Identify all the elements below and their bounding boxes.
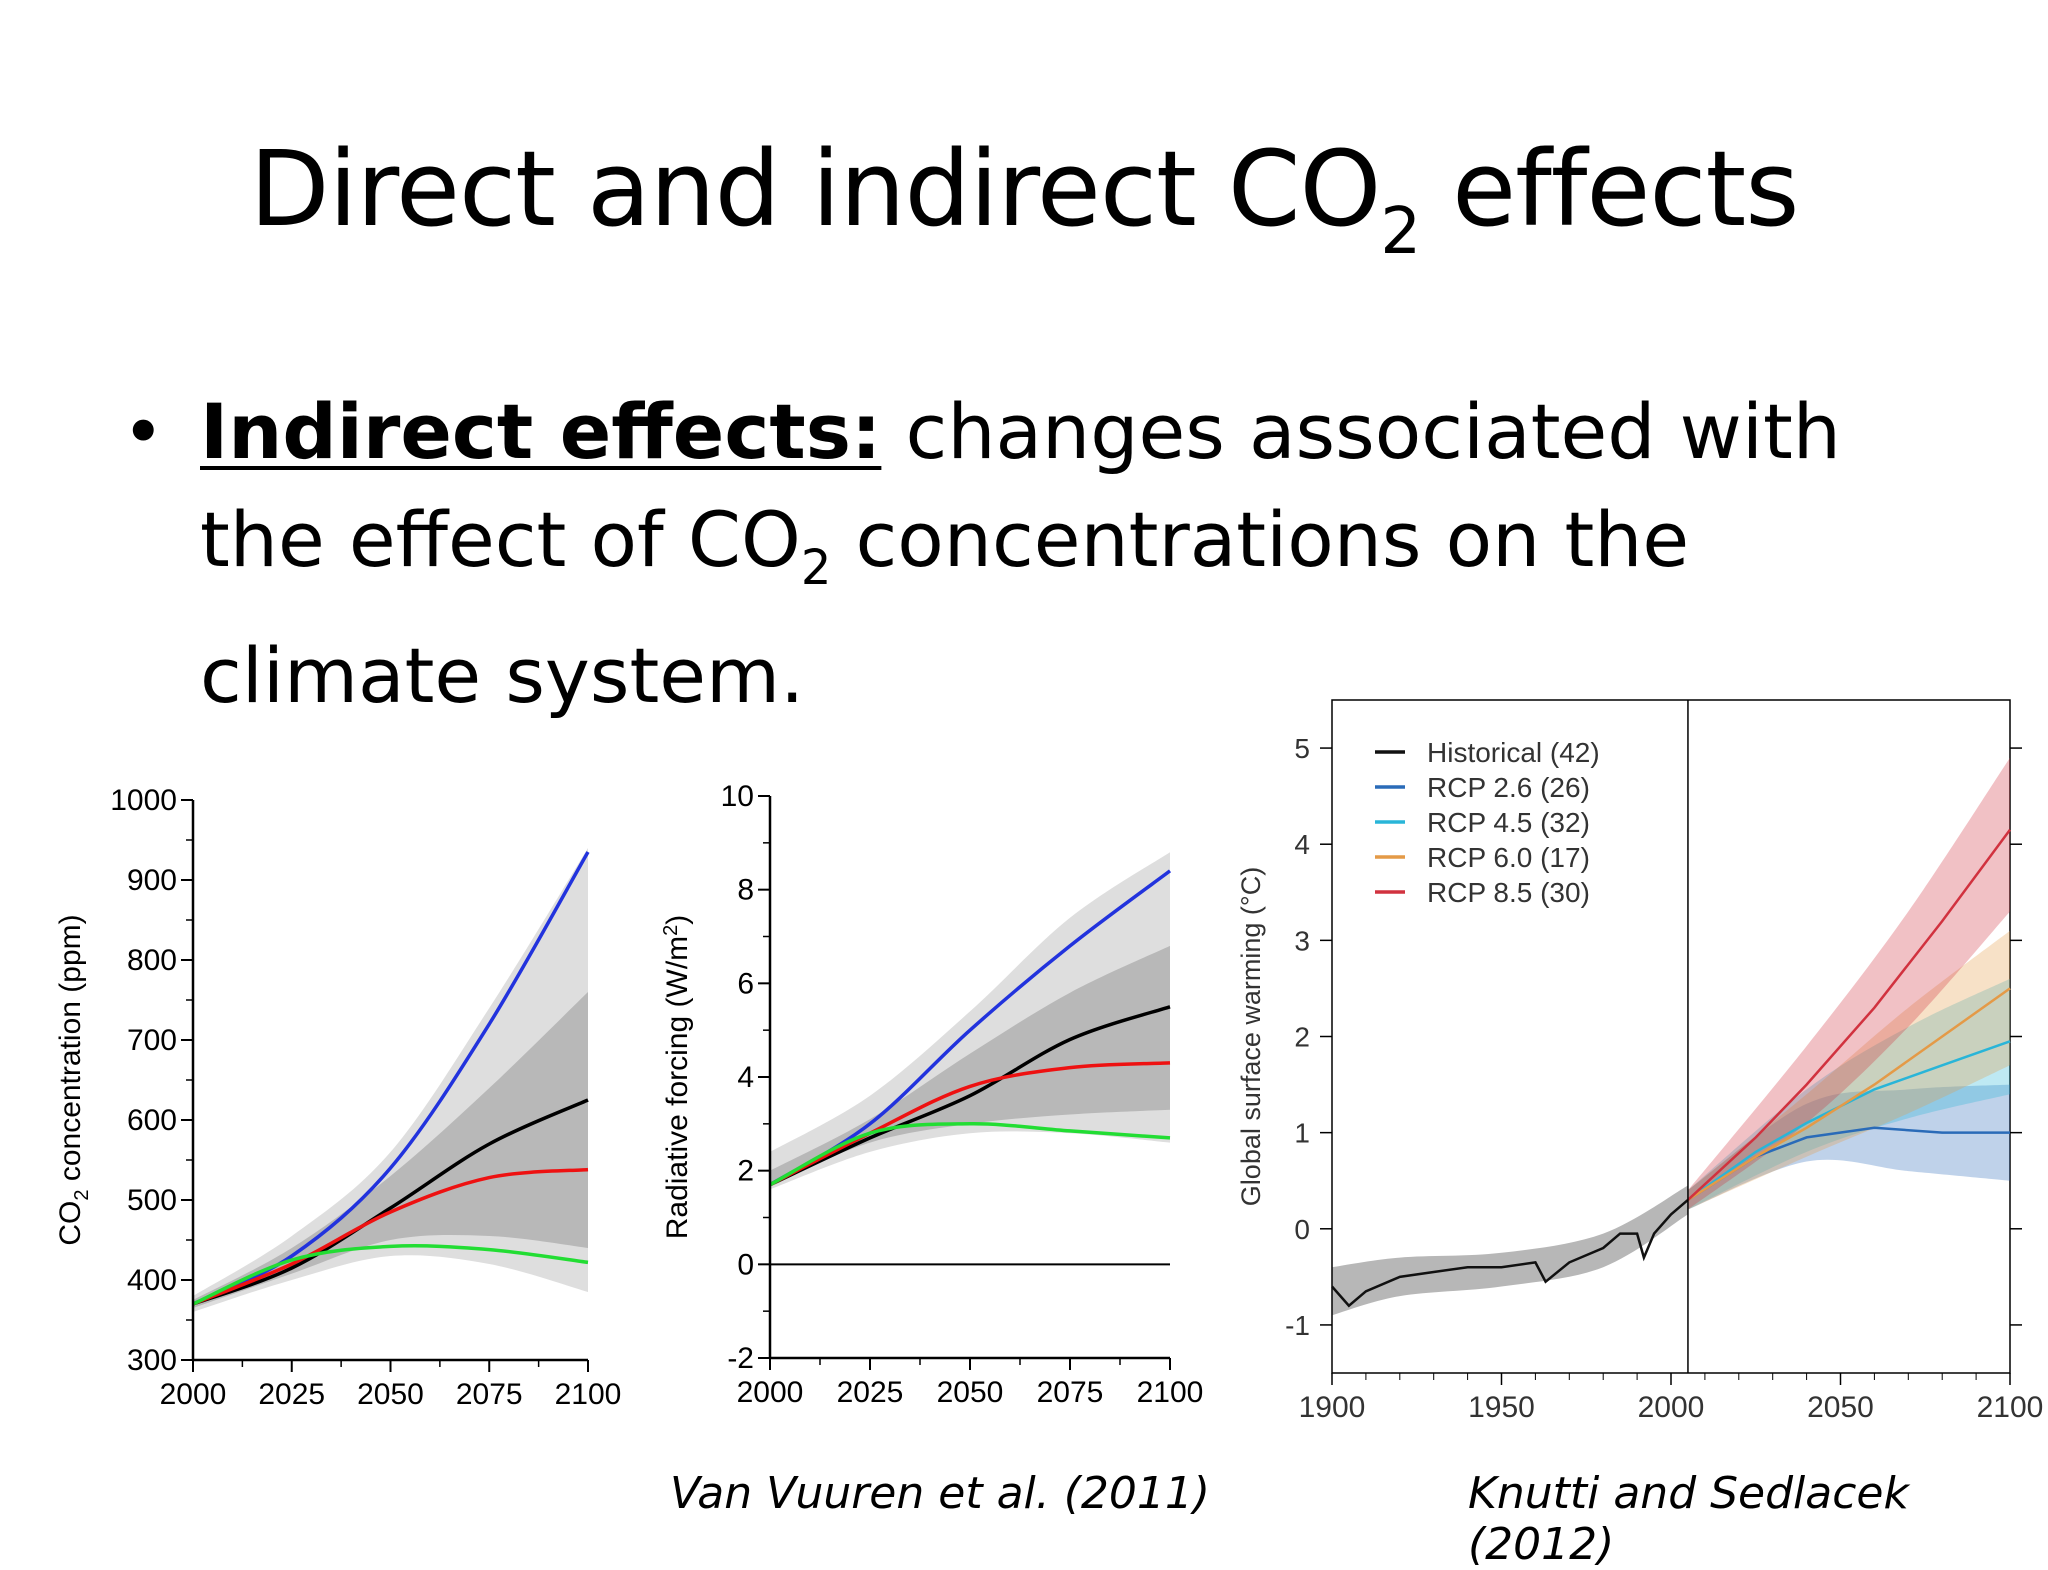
warming-x-tick-label: 1900 [1299, 1391, 1366, 1424]
rf-y-tick-label: 0 [737, 1248, 754, 1281]
warming-y-tick-label: 5 [1294, 733, 1310, 764]
title-subscript: 2 [1380, 195, 1421, 269]
co2-x-tick-label: 2100 [555, 1378, 622, 1411]
warming-y-tick-label: 1 [1294, 1118, 1310, 1149]
warming-y-tick-label: 3 [1294, 925, 1310, 956]
co2-concentration-chart: 2000 2025 2050 2075 2100 300 400 500 600 700 800 90… [54, 784, 622, 1411]
co2-y-tick-label: 900 [127, 864, 177, 897]
rf-y-axis-label: Radiative forcing (W/m2) [660, 915, 694, 1240]
co2-x-tick-label: 2000 [160, 1378, 227, 1411]
co2-series-green [192, 1244, 589, 1306]
warming-band-historical [1332, 1185, 1688, 1316]
rf-y-tick-label: -2 [727, 1342, 754, 1375]
slide-title: Direct and indirect CO2 effects [0, 128, 2048, 269]
warming-legend-label-rcp-2-6: RCP 2.6 (26) [1427, 772, 1590, 803]
co2-y-tick-label: 300 [127, 1344, 177, 1377]
co2-y-tick-label: 700 [127, 1024, 177, 1057]
warming-series-rcp-8-5 [1687, 829, 2012, 1201]
rf-x-tick-label: 2000 [737, 1376, 804, 1409]
rf-x-tick-label: 2050 [937, 1376, 1004, 1409]
rf-y-label-sup: 2 [660, 925, 682, 936]
warming-series-historical [1331, 1198, 1689, 1308]
co2-y-tick-label: 400 [127, 1264, 177, 1297]
citation-right: Knutti and Sedlacek (2012) [1468, 1468, 1909, 1570]
warming-band-rcp-6-0 [1687, 930, 2010, 1210]
title-end: effects [1420, 128, 1799, 250]
co2-y-tick-label: 600 [127, 1104, 177, 1137]
warming-legend-label-rcp-4-5: RCP 4.5 (32) [1427, 807, 1590, 838]
warming-y-tick-label: 2 [1294, 1022, 1310, 1053]
rf-x-tick-label: 2100 [1137, 1376, 1204, 1409]
rf-y-tick-label: 8 [737, 874, 754, 907]
warming-band-rcp-8-5 [1687, 757, 2010, 1210]
co2-y-label-main: CO [54, 1201, 87, 1246]
rf-y-tick-label: 2 [737, 1155, 754, 1188]
co2-x-tick-label: 2025 [258, 1378, 325, 1411]
rf-x-tick-label: 2025 [837, 1376, 904, 1409]
citation-left: Van Vuuren et al. (2011) [670, 1468, 1211, 1519]
bullet-dot: • [122, 390, 165, 474]
warming-legend-label-historical: Historical (42) [1427, 737, 1600, 768]
warming-y-tick-label: -1 [1285, 1310, 1310, 1341]
co2-y-tick-label: 500 [127, 1184, 177, 1217]
rf-y-label-rest: ) [661, 915, 694, 925]
warming-x-tick-label: 2100 [1977, 1391, 2044, 1424]
warming-band-rcp-2-6 [1687, 1084, 2010, 1210]
co2-series-black [192, 1098, 589, 1306]
co2-y-tick-label: 800 [127, 944, 177, 977]
rf-y-tick-label: 6 [737, 967, 754, 1000]
co2-y-tick-label: 1000 [110, 784, 177, 817]
title-main: Direct and indirect CO [249, 128, 1382, 250]
warming-series-rcp-6-0 [1687, 987, 2011, 1201]
rf-y-label-main: Radiative forcing (W/m [661, 936, 694, 1239]
bullet-text-1: changes associated with the effect of CO [200, 387, 1841, 584]
co2-band-2 [193, 992, 588, 1308]
rf-x-tick-label: 2075 [1037, 1376, 1104, 1409]
bullet-label: Indirect effects: [200, 387, 882, 476]
warming-y-tick-label: 4 [1294, 829, 1310, 860]
rf-y-tick-label: 4 [737, 1061, 754, 1094]
warming-y-axis-label: Global surface warming (°C) [1236, 867, 1266, 1206]
radiative-forcing-chart: 2000 2025 2050 2075 2100 -2 0 2 4 6 8 10 Radiative f… [660, 780, 1204, 1409]
warming-y-tick-label: 0 [1294, 1214, 1310, 1245]
warming-x-tick-label: 2000 [1638, 1391, 1705, 1424]
co2-y-label-rest: concentration (ppm) [54, 914, 87, 1189]
rf-y-tick-label: 10 [721, 780, 754, 813]
global-warming-chart: 1900 1950 2000 2050 2100 -1 0 1 2 3 4 5 Global surfa… [1236, 699, 2044, 1424]
warming-legend-label-rcp-8-5: RCP 8.5 (30) [1427, 877, 1590, 908]
bullet-text-2: concentrations on the climate system. [200, 495, 1690, 720]
co2-y-axis-label: CO2 concentration (ppm) [54, 914, 93, 1245]
co2-x-tick-label: 2075 [456, 1378, 523, 1411]
co2-series-red [192, 1167, 589, 1306]
co2-y-label-sub: 2 [71, 1190, 93, 1201]
rf-series-red [769, 1061, 1171, 1187]
rf-series-green [769, 1122, 1171, 1187]
warming-legend-label-rcp-6-0: RCP 6.0 (17) [1427, 842, 1590, 873]
bullet-subscript: 2 [800, 540, 832, 596]
rf-series-black [769, 1005, 1171, 1187]
bullet-text: Indirect effects: changes associated wit… [200, 378, 1920, 730]
warming-x-tick-label: 1950 [1468, 1391, 1535, 1424]
warming-x-tick-label: 2050 [1807, 1391, 1874, 1424]
co2-x-tick-label: 2050 [357, 1378, 424, 1411]
